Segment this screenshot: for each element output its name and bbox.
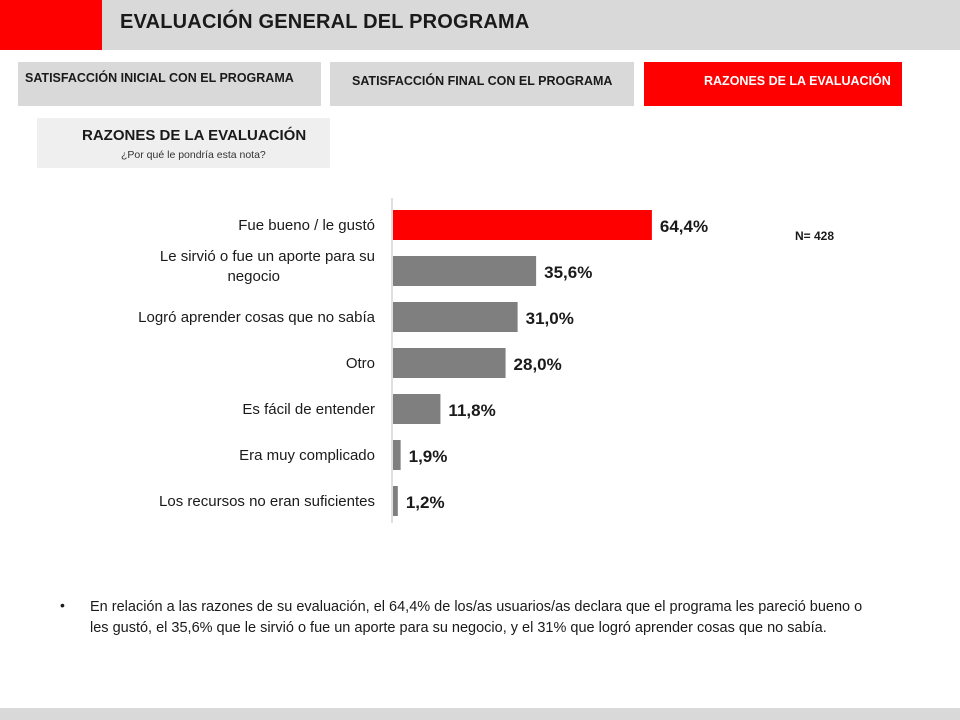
footer-band xyxy=(0,708,960,720)
category-label-3: Logró aprender cosas que no sabía xyxy=(138,309,375,326)
category-label-5: Es fácil de entender xyxy=(242,401,375,418)
category-label-2: Le sirvió o fue un aporte para su negocio xyxy=(160,248,375,285)
header-band xyxy=(0,0,960,50)
bar-2 xyxy=(393,256,537,286)
tab-label: SATISFACCIÓN INICIAL CON EL PROGRAMA xyxy=(25,71,294,85)
bar-value-label-1: 64,4% xyxy=(660,217,708,236)
tab-satisfaccion-final[interactable]: SATISFACCIÓN FINAL CON EL PROGRAMA xyxy=(330,62,634,106)
tab-label: SATISFACCIÓN FINAL CON EL PROGRAMA xyxy=(352,74,613,88)
bar-3 xyxy=(393,302,518,332)
bar-value-label-2: 35,6% xyxy=(544,263,592,282)
header-accent xyxy=(0,0,102,50)
bar-value-label-3: 31,0% xyxy=(526,309,574,328)
bar-4 xyxy=(393,348,506,378)
bar-5 xyxy=(393,394,441,424)
bullet-icon: • xyxy=(60,597,65,613)
page-title: EVALUACIÓN GENERAL DEL PROGRAMA xyxy=(120,11,530,33)
bar-6 xyxy=(393,440,401,470)
section-title: RAZONES DE LA EVALUACIÓN xyxy=(82,127,307,144)
category-label-1: Fue bueno / le gustó xyxy=(238,217,375,234)
tab-label: RAZONES DE LA EVALUACIÓN xyxy=(704,74,891,88)
bar-value-label-6: 1,9% xyxy=(409,447,448,466)
category-label-4: Otro xyxy=(346,355,375,372)
tab-razones-evaluacion[interactable]: RAZONES DE LA EVALUACIÓN xyxy=(644,62,902,106)
section-subtitle: ¿Por qué le pondría esta nota? xyxy=(121,149,266,161)
bar-value-label-4: 28,0% xyxy=(514,355,562,374)
category-label-7: Los recursos no eran suficientes xyxy=(159,493,375,510)
section-header: RAZONES DE LA EVALUACIÓN ¿Por qué le pon… xyxy=(37,118,330,168)
bar-7 xyxy=(393,486,398,516)
category-label-6: Era muy complicado xyxy=(239,447,375,464)
summary-text: En relación a las razones de su evaluaci… xyxy=(90,599,863,636)
tab-satisfaccion-inicial[interactable]: SATISFACCIÓN INICIAL CON EL PROGRAMA xyxy=(18,62,321,106)
bar-value-label-7: 1,2% xyxy=(406,493,445,512)
bar-chart: 64,4% Fue bueno / le gustó 35,6% Le sirvió … xyxy=(138,198,708,523)
bar-value-label-5: 11,8% xyxy=(448,401,495,420)
sample-size-label: N= 428 xyxy=(795,229,835,243)
bar-1 xyxy=(393,210,652,240)
